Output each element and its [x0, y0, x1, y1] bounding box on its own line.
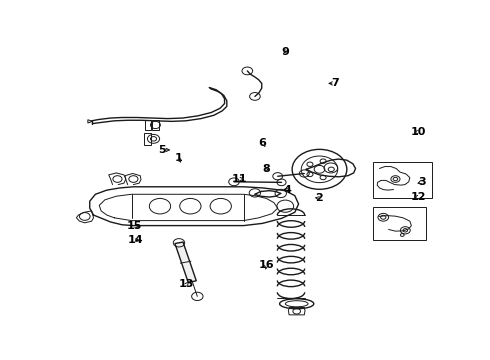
Bar — [152, 120, 159, 130]
Bar — [372, 162, 432, 198]
Bar — [372, 207, 426, 240]
Text: 11: 11 — [232, 174, 247, 184]
Polygon shape — [175, 242, 196, 282]
Polygon shape — [88, 120, 93, 123]
Text: 9: 9 — [281, 46, 289, 57]
Text: 1: 1 — [174, 153, 182, 163]
Text: 3: 3 — [418, 177, 426, 187]
Bar — [144, 133, 151, 145]
Text: 12: 12 — [411, 192, 426, 202]
Text: 2: 2 — [316, 193, 323, 203]
Text: 6: 6 — [259, 138, 267, 148]
Text: 7: 7 — [331, 78, 339, 89]
Text: 4: 4 — [283, 185, 291, 195]
Text: 10: 10 — [411, 127, 426, 137]
Bar — [145, 120, 151, 130]
Text: 14: 14 — [127, 235, 143, 245]
Text: 16: 16 — [259, 260, 274, 270]
Text: 5: 5 — [158, 145, 166, 155]
Text: 8: 8 — [263, 164, 270, 174]
Text: 15: 15 — [126, 221, 142, 231]
Text: 13: 13 — [179, 279, 194, 289]
